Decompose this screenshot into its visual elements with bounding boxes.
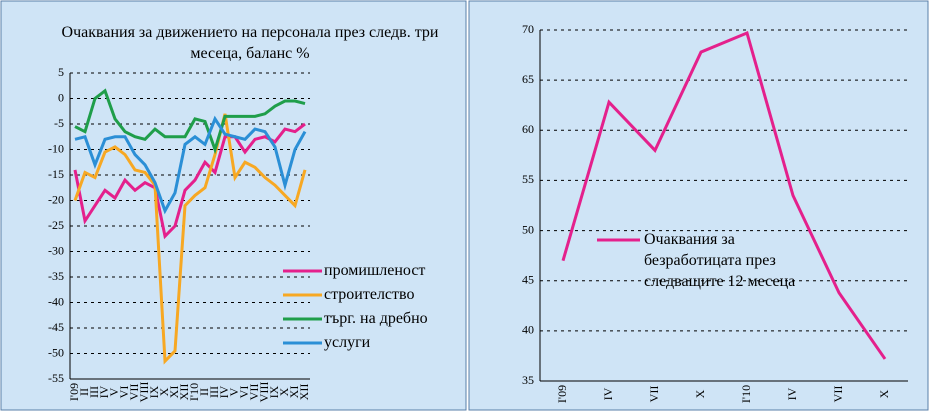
y-tick-label: 70 [522, 22, 534, 36]
legend-label: промишленост [324, 262, 426, 279]
x-tick-label: VII [247, 384, 261, 401]
x-tick-label: IV [217, 385, 231, 398]
y-tick-label: 55 [522, 172, 534, 186]
x-tick-label: I'10 [739, 385, 753, 403]
series-line [561, 30, 887, 360]
y-tick-label: -50 [48, 345, 64, 359]
x-tick-label: IV [97, 385, 111, 398]
x-tick-label: III [207, 386, 221, 398]
x-tick-label: VI [117, 386, 131, 399]
x-tick-label: V [227, 387, 241, 396]
x-tick-label: I'10 [187, 383, 201, 401]
x-tick-label: X [277, 387, 291, 396]
series-line [73, 122, 306, 240]
y-tick-label: -30 [48, 243, 64, 257]
y-tick-label: 45 [522, 272, 534, 286]
y-tick-label: -15 [48, 167, 64, 181]
x-tick-label: V [107, 387, 121, 396]
x-tick-label: XI [287, 386, 301, 399]
x-tick-label: X [693, 389, 707, 398]
x-tick-label: XII [297, 384, 311, 401]
x-tick-label: I'09 [67, 383, 81, 401]
x-tick-label: IV [785, 387, 799, 400]
legend-label: Очаквания за безработицата през следващи… [644, 231, 796, 290]
y-tick-label: -35 [48, 269, 64, 283]
y-tick-label: -45 [48, 320, 64, 334]
series-line [74, 115, 307, 215]
y-tick-label: 65 [522, 72, 534, 86]
x-tick-label: VIII [257, 382, 271, 403]
x-tick-label: IX [267, 385, 281, 398]
right-panel [468, 0, 929, 411]
chart-title: Очаквания за движението на персонала пре… [61, 24, 439, 62]
y-tick-label: -25 [48, 218, 64, 232]
y-tick-label: 5 [58, 65, 64, 79]
x-tick-label: VI [237, 386, 251, 399]
x-tick-label: X [157, 387, 171, 396]
x-tick-label: VII [127, 384, 141, 401]
legend-label: услуги [324, 334, 371, 351]
x-tick-label: XII [177, 384, 191, 401]
y-tick-label: -55 [48, 371, 64, 385]
y-tick-label: -20 [48, 192, 64, 206]
legend-label: търг. на дребно [324, 310, 428, 327]
x-tick-label: I'09 [555, 385, 569, 403]
x-tick-label: IV [601, 387, 615, 400]
x-tick-label: VIII [137, 382, 151, 403]
x-tick-label: X [877, 389, 891, 398]
y-tick-label: -5 [54, 116, 64, 130]
x-tick-label: II [77, 388, 91, 396]
y-tick-label: 35 [522, 373, 534, 387]
x-tick-label: VII [647, 386, 661, 403]
legend-label: строителство [324, 286, 415, 303]
y-tick-label: 0 [58, 90, 64, 104]
x-tick-label: VII [831, 386, 845, 403]
y-tick-label: 40 [522, 323, 534, 337]
x-tick-label: III [87, 386, 101, 398]
y-tick-label: -40 [48, 294, 64, 308]
x-tick-label: IX [147, 385, 161, 398]
x-tick-label: XI [167, 386, 181, 399]
y-tick-label: -10 [48, 141, 64, 155]
y-tick-label: 50 [522, 222, 534, 236]
left-panel [0, 0, 467, 411]
x-tick-label: II [197, 388, 211, 396]
y-tick-label: 60 [522, 122, 534, 136]
series-line [74, 88, 306, 155]
series-line [73, 113, 307, 365]
